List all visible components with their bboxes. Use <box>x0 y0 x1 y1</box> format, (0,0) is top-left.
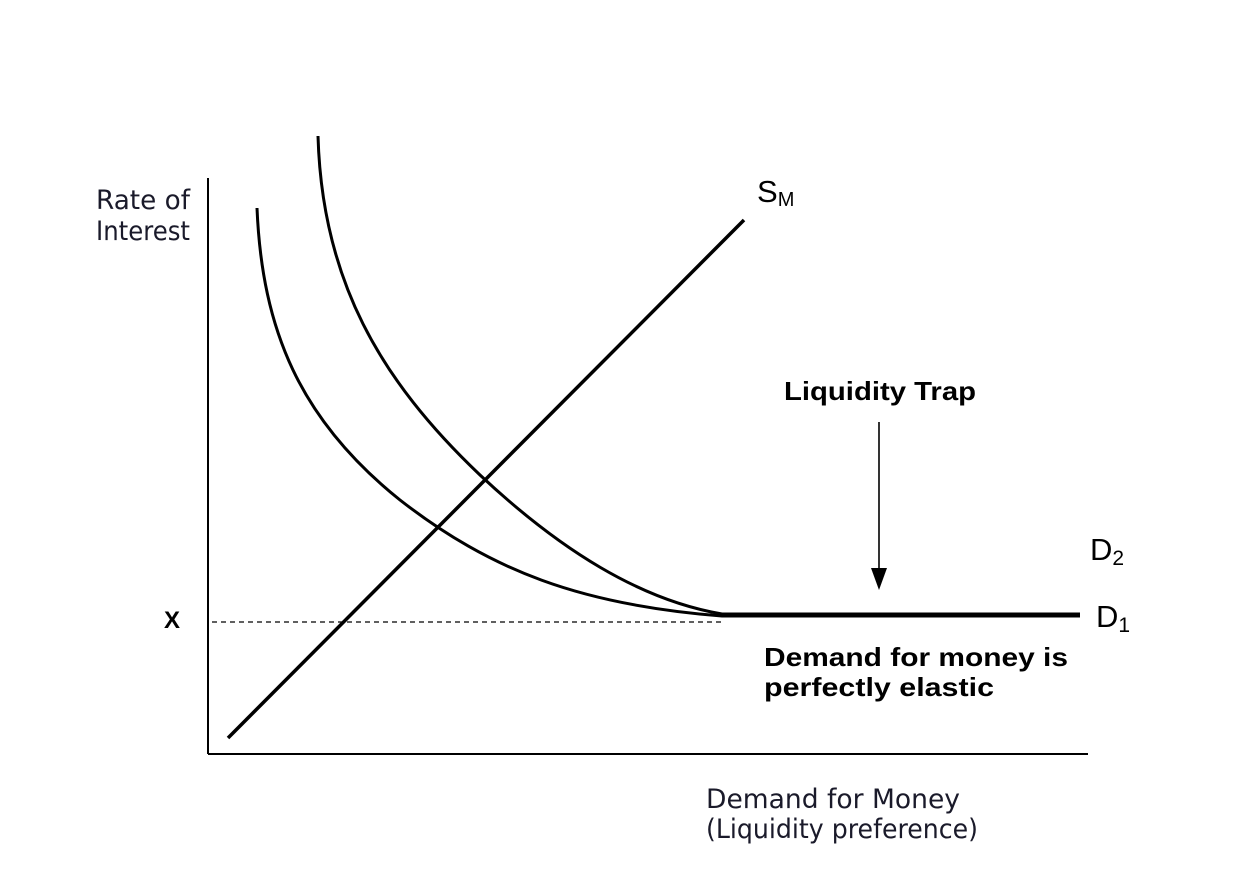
liquidity-trap-arrowhead <box>871 568 887 590</box>
x-axis-label-line2: (Liquidity preference) <box>706 814 978 845</box>
demand-curve-d2-label: D2 <box>1090 532 1124 570</box>
money-supply-line <box>226 218 746 740</box>
demand-curve-d2-label-main: D <box>1090 532 1112 567</box>
x-axis-label-line1: Demand for Money <box>706 784 960 815</box>
demand-curve-d2 <box>316 135 1080 616</box>
demand-curve-d1-label-main: D <box>1096 599 1118 634</box>
demand-curve-d2-label-sub: 2 <box>1112 547 1124 570</box>
demand-curve-d1-label: D1 <box>1096 599 1130 637</box>
supply-curve-label: SM <box>757 174 794 211</box>
y-axis-label-line2: Interest <box>96 216 190 247</box>
x-level-label: X <box>164 607 180 634</box>
liquidity-trap-label: Liquidity Trap <box>784 376 976 406</box>
elastic-note-line1: Demand for money is <box>764 642 1068 672</box>
demand-curve-d1 <box>255 207 1080 618</box>
supply-curve-label-sub: M <box>778 189 795 211</box>
supply-curve-label-main: S <box>757 174 778 209</box>
elastic-note-line2: perfectly elastic <box>764 672 994 702</box>
y-axis-label-line1: Rate of <box>96 185 191 216</box>
demand-curve-d1-label-sub: 1 <box>1118 614 1130 637</box>
